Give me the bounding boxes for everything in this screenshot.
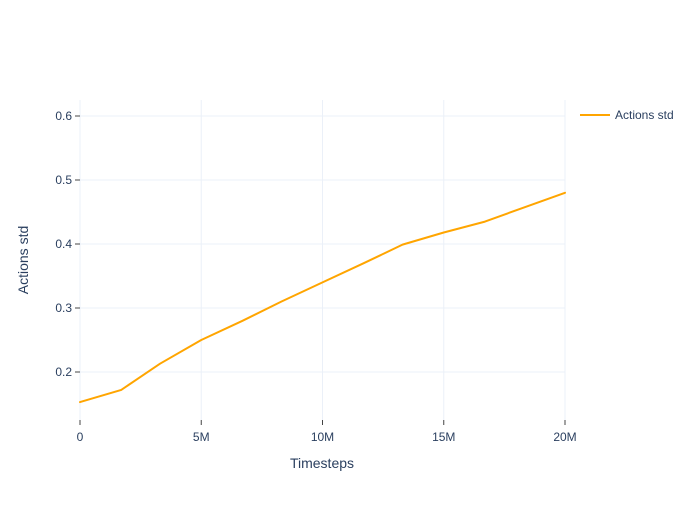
legend[interactable]: Actions std [580,108,674,122]
y-tick-label: 0.2 [55,365,72,379]
series-lines [79,191,566,404]
x-axis-title: Timesteps [290,455,354,471]
y-tick-label: 0.3 [55,301,72,315]
x-tick-label: 0 [77,430,84,444]
y-axis-title: Actions std [15,226,31,294]
x-tick-label: 15M [432,430,455,444]
y-tick-label: 0.4 [55,237,72,251]
legend-label[interactable]: Actions std [615,108,674,122]
x-tick-label: 10M [311,430,334,444]
y-tick-label: 0.5 [55,173,72,187]
x-tick-label: 5M [193,430,210,444]
grid [79,100,566,420]
y-tick-label: 0.6 [55,109,72,123]
x-tick-label: 20M [553,430,576,444]
axis-ticks: 0 5M 10M 15M 20M 0.2 0.3 0.4 0.5 0.6 [55,109,576,444]
series-line-0[interactable] [79,191,566,404]
